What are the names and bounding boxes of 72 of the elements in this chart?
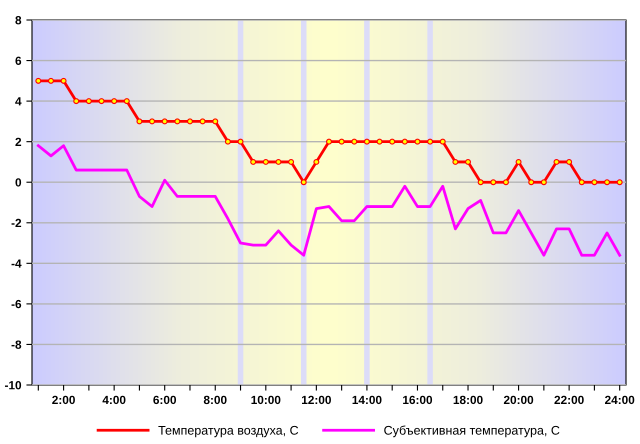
point	[98, 98, 104, 104]
point	[73, 98, 80, 104]
x-tick-label: 14:00	[352, 396, 382, 404]
y-tick-label: -8	[12, 340, 22, 349]
point	[364, 138, 370, 145]
point	[111, 98, 118, 104]
point	[224, 138, 231, 145]
x-tick-label: 2:00	[52, 396, 75, 404]
point	[389, 138, 396, 145]
x-tick-label: 22:00	[554, 396, 584, 404]
point	[60, 78, 67, 84]
point	[351, 138, 358, 145]
point	[200, 118, 206, 124]
x-tick-label: 12:00	[302, 396, 331, 404]
point	[440, 138, 446, 145]
x-tick-label: 8:00	[204, 396, 227, 404]
point	[414, 138, 420, 145]
y-tick-label: 8	[15, 16, 22, 24]
y-tick-label: -10	[4, 381, 22, 390]
x-tick-label: 6:00	[153, 396, 176, 404]
y-tick-label: -2	[12, 218, 22, 228]
point	[616, 179, 623, 186]
point	[186, 118, 193, 124]
x-tick-label: 18:00	[454, 396, 483, 404]
point	[288, 158, 294, 165]
x-tick-label: 4:00	[102, 396, 126, 404]
y-tick-label: 2	[15, 138, 22, 146]
point	[478, 179, 484, 186]
point	[540, 179, 547, 186]
y-tick-label: -6	[12, 300, 22, 308]
point	[48, 78, 54, 84]
legend-label: Температура воздуха, С	[158, 426, 298, 438]
point	[604, 179, 610, 186]
point	[238, 138, 244, 145]
point	[174, 118, 180, 124]
point	[162, 118, 168, 124]
point	[313, 158, 320, 165]
point	[136, 118, 142, 124]
line-series	[36, 144, 622, 257]
point	[275, 158, 282, 165]
point	[591, 179, 598, 186]
point	[528, 179, 534, 186]
y-tick-label: -4	[12, 259, 22, 268]
point	[516, 158, 522, 165]
point	[566, 158, 572, 165]
point	[124, 98, 130, 104]
point	[376, 138, 383, 145]
point	[300, 179, 307, 186]
point	[212, 118, 218, 124]
point	[86, 98, 92, 104]
point	[402, 138, 408, 145]
legend-label: Субъективная температура, С	[384, 425, 560, 438]
point	[149, 118, 156, 124]
point	[452, 158, 458, 165]
point	[465, 158, 472, 165]
point	[326, 138, 332, 145]
y-tick-label: 0	[15, 178, 22, 187]
point	[490, 179, 496, 186]
point	[554, 158, 560, 165]
x-tick-label: 10:00	[251, 396, 280, 404]
point	[427, 138, 434, 145]
point	[502, 179, 509, 186]
point	[35, 78, 42, 84]
x-tick-label: 16:00	[403, 396, 432, 404]
point	[338, 138, 345, 145]
x-tick-label: 20:00	[504, 396, 534, 404]
point	[578, 179, 585, 186]
point	[250, 158, 256, 165]
x-tick-label: 24:00	[604, 396, 634, 404]
point	[262, 158, 269, 165]
y-tick-label: 6	[15, 56, 22, 65]
y-tick-label: 4	[15, 97, 22, 106]
